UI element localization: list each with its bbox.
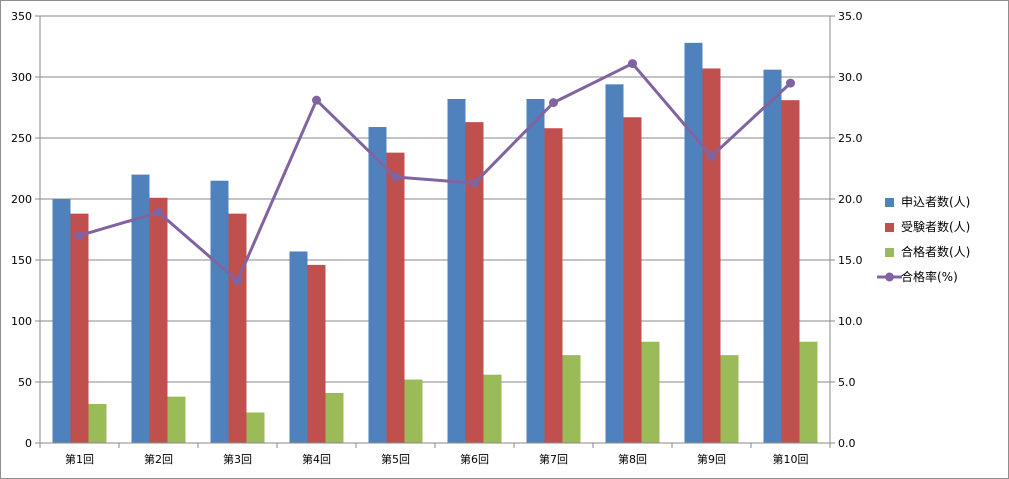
x-tick-label: 第3回: [223, 452, 252, 466]
left-tick-label: 50: [18, 376, 32, 389]
bar[interactable]: [307, 264, 326, 443]
legend-swatch: [885, 223, 894, 232]
legend-swatch: [885, 198, 894, 207]
x-tick-label: 第10回: [773, 452, 809, 466]
right-tick-label: 35.0: [838, 10, 863, 23]
right-tick-label: 15.0: [838, 254, 863, 267]
line-point[interactable]: [154, 207, 163, 217]
left-tick-label: 250: [11, 132, 32, 145]
bar[interactable]: [386, 152, 405, 443]
bar[interactable]: [167, 396, 186, 443]
right-tick-label: 5.0: [838, 376, 856, 389]
x-tick-label: 第5回: [381, 452, 410, 466]
bar[interactable]: [52, 199, 71, 443]
bar[interactable]: [562, 355, 581, 443]
right-tick-label: 30.0: [838, 71, 863, 84]
line-point[interactable]: [391, 172, 400, 182]
bar[interactable]: [465, 122, 484, 443]
line-point[interactable]: [628, 59, 637, 69]
bar[interactable]: [799, 341, 818, 443]
line-point[interactable]: [75, 231, 84, 241]
right-tick-label: 25.0: [838, 132, 863, 145]
line-point[interactable]: [312, 95, 321, 105]
bar[interactable]: [149, 197, 168, 443]
bar[interactable]: [289, 251, 308, 443]
bar[interactable]: [325, 392, 344, 443]
right-tick-label: 10.0: [838, 315, 863, 328]
bar[interactable]: [447, 98, 466, 444]
bar[interactable]: [88, 403, 107, 443]
left-tick-label: 150: [11, 254, 32, 267]
bar[interactable]: [641, 341, 660, 443]
x-tick-label: 第7回: [539, 452, 568, 466]
line-series-path: [79, 62, 792, 283]
bar[interactable]: [483, 374, 502, 443]
bar[interactable]: [228, 213, 247, 443]
bar[interactable]: [720, 355, 739, 443]
bar[interactable]: [623, 117, 642, 443]
bar[interactable]: [404, 379, 423, 443]
x-tick-label: 第2回: [144, 452, 173, 466]
left-tick-label: 350: [11, 10, 32, 23]
x-tick-label: 第6回: [460, 452, 489, 466]
legend-swatch-marker: [885, 272, 894, 282]
right-tick-label: 0.0: [838, 437, 856, 450]
bar[interactable]: [781, 100, 800, 444]
bar[interactable]: [246, 412, 265, 444]
bar[interactable]: [544, 128, 563, 444]
line-point[interactable]: [707, 151, 716, 161]
right-tick-label: 20.0: [838, 193, 863, 206]
bar[interactable]: [70, 213, 89, 443]
left-tick-label: 300: [11, 71, 32, 84]
x-tick-label: 第8回: [618, 452, 647, 466]
line-point[interactable]: [549, 98, 558, 108]
legend-label: 受験者数(人): [901, 219, 970, 234]
left-tick-label: 0: [25, 437, 32, 450]
bar[interactable]: [131, 174, 150, 443]
left-tick-label: 100: [11, 315, 32, 328]
x-tick-label: 第9回: [697, 452, 726, 466]
line-point[interactable]: [470, 178, 479, 188]
bar[interactable]: [526, 98, 545, 444]
bar[interactable]: [684, 42, 703, 444]
x-tick-label: 第1回: [65, 452, 94, 466]
bar[interactable]: [763, 69, 782, 444]
bar[interactable]: [702, 68, 721, 444]
bar[interactable]: [605, 84, 624, 443]
line-point[interactable]: [786, 78, 795, 88]
legend-label: 合格率(%): [901, 269, 958, 284]
legend-label: 申込者数(人): [901, 194, 970, 209]
legend-label: 合格者数(人): [901, 244, 970, 259]
line-point[interactable]: [233, 276, 242, 286]
legend-swatch: [885, 248, 894, 257]
left-tick-label: 200: [11, 193, 32, 206]
bar[interactable]: [210, 180, 229, 443]
bar[interactable]: [368, 127, 387, 444]
x-tick-label: 第4回: [302, 452, 331, 466]
